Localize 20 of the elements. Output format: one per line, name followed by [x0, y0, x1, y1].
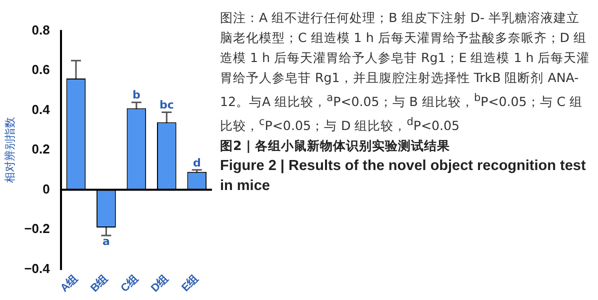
x-tick-label: E组 — [178, 272, 202, 294]
annotation: d — [192, 156, 201, 170]
annotation: b — [132, 88, 140, 102]
y-tick-label: −0.2 — [24, 221, 50, 236]
y-axis-title: 相对辨别指数 — [4, 117, 17, 184]
y-tick-label: 0.4 — [32, 102, 51, 117]
text: Figure 2 | Results of the novel object recognition test in mice — [220, 157, 587, 196]
y-tick-label: −0.4 — [24, 260, 51, 276]
y-tick-label: 0 — [42, 181, 50, 196]
annotation: a — [102, 234, 110, 248]
y-tick-label: 0.8 — [32, 22, 50, 38]
x-tick-label: C组 — [118, 272, 141, 295]
y-tick-label: 0.2 — [32, 142, 50, 157]
x-tick-label: B组 — [88, 272, 110, 295]
x-tick-label: A组 — [58, 272, 80, 295]
annotation: bc — [159, 98, 174, 112]
text: 图注：A 组不进行任何处理；B 组皮下注射 D- 半乳糖溶液建立脑老化模型；C 组造模 1 h 后每天灌胃给予盐酸多奈哌齐；D 组造模 1 h 后每天灌胃给予人参皂苷 Rg1；E 组造模 1 h 后每天灌胃给予人参皂苷 Rg1，并且腹腔注射选择性 TrkB 阻断剂 ANA-12。与A 组比较，$^{a}$P<0.05；与 B 组比较，$^{b}$P<0.05；与 C 组比较，$^{c}$P<0.05；与 D 组比较，$^{d}$P<0.05 — [220, 10, 590, 134]
text: 图2 | 各组小鼠新物体识别实验测试结果 — [220, 137, 452, 156]
x-tick-label: D组 — [148, 272, 171, 295]
y-tick-label: 0.6 — [32, 62, 50, 78]
